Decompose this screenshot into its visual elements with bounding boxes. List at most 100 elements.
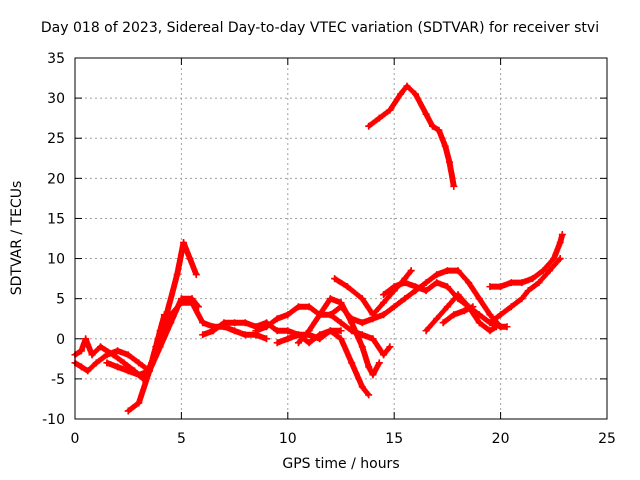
data-point [114, 347, 122, 355]
data-point [305, 339, 313, 347]
data-point [177, 295, 185, 303]
data-point [439, 319, 447, 327]
data-point [120, 359, 128, 367]
plot-border [74, 57, 608, 420]
data-point [97, 343, 105, 351]
data-point [365, 391, 373, 399]
x-tick-label: 20 [492, 431, 510, 447]
data-point [135, 399, 143, 407]
data-point [337, 335, 345, 343]
data-point [326, 311, 334, 319]
data-point [326, 295, 334, 303]
x-axis-label: GPS time / hours [282, 456, 400, 472]
data-point [422, 110, 430, 118]
data-point [231, 327, 239, 335]
data-point [305, 303, 313, 311]
data-point [433, 279, 441, 287]
y-axis-label: SDTVAR / TECUs [9, 180, 25, 296]
data-point [386, 343, 394, 351]
data-point [358, 295, 366, 303]
data-point [546, 267, 554, 275]
data-point [422, 287, 430, 295]
data-point [192, 271, 200, 279]
data-point [411, 90, 419, 98]
y-tick-label: 30 [47, 91, 65, 107]
data-point [507, 279, 515, 287]
data-point [486, 327, 494, 335]
series-arc-12 [422, 291, 500, 335]
y-tick-label: 20 [47, 171, 65, 187]
data-point [535, 279, 543, 287]
data-point [241, 331, 249, 339]
data-point [518, 295, 526, 303]
data-point [273, 339, 281, 347]
x-tick-label: 25 [598, 431, 616, 447]
data-point [273, 315, 281, 323]
data-point [135, 359, 143, 367]
data-point [337, 327, 345, 335]
data-point [486, 283, 494, 291]
data-point [114, 363, 122, 371]
data-point [343, 283, 351, 291]
data-point [518, 279, 526, 287]
data-point [124, 407, 132, 415]
data-point [358, 343, 366, 351]
data-point [450, 311, 458, 319]
data-point [486, 311, 494, 319]
data-point [375, 359, 383, 367]
data-point [82, 335, 90, 343]
data-point [556, 255, 564, 263]
x-tick-label: 10 [279, 431, 297, 447]
data-point [358, 383, 366, 391]
data-point [316, 331, 324, 339]
series-markers [365, 83, 457, 190]
data-point [252, 327, 260, 335]
data-point [465, 279, 473, 287]
data-point [497, 311, 505, 319]
data-point [475, 319, 483, 327]
data-point [450, 182, 458, 190]
data-point [305, 327, 313, 335]
data-point [369, 315, 377, 323]
data-point [529, 275, 537, 283]
data-point [199, 331, 207, 339]
data-point [199, 319, 207, 327]
y-tick-label: 10 [47, 252, 65, 268]
data-point [507, 303, 515, 311]
tick-labels: 0 5 10 15 20 25 -10 -5 0 5 10 15 20 25 30 35 [42, 51, 616, 447]
data-point [231, 319, 239, 327]
data-point [180, 239, 188, 247]
data-point [194, 303, 202, 311]
data-point [88, 351, 96, 359]
series-arc-14 [486, 255, 564, 327]
data-point [380, 291, 388, 299]
data-point [443, 283, 451, 291]
x-tick-label: 15 [385, 431, 403, 447]
data-point [375, 114, 383, 122]
data-point [316, 311, 324, 319]
series-arc-3 [103, 295, 202, 379]
data-point [124, 351, 132, 359]
data-points [71, 82, 566, 415]
data-point [273, 327, 281, 335]
data-point [92, 359, 100, 367]
data-point [220, 319, 228, 327]
data-point [380, 311, 388, 319]
data-point [558, 230, 566, 238]
data-point [284, 311, 292, 319]
data-point [294, 339, 302, 347]
data-point [369, 371, 377, 379]
data-point [77, 347, 85, 355]
data-point [460, 307, 468, 315]
data-point [454, 267, 462, 275]
series-arc-10 [326, 267, 505, 331]
data-point [209, 327, 217, 335]
data-point [397, 90, 405, 98]
data-point [365, 122, 373, 130]
y-tick-label: 35 [47, 51, 65, 67]
series-arc-15 [486, 230, 566, 291]
chart-title: Day 018 of 2023, Sidereal Day-to-day VTE… [40, 20, 600, 36]
y-tick-label: -5 [51, 372, 65, 388]
data-point [124, 367, 132, 375]
data-point [539, 267, 547, 275]
